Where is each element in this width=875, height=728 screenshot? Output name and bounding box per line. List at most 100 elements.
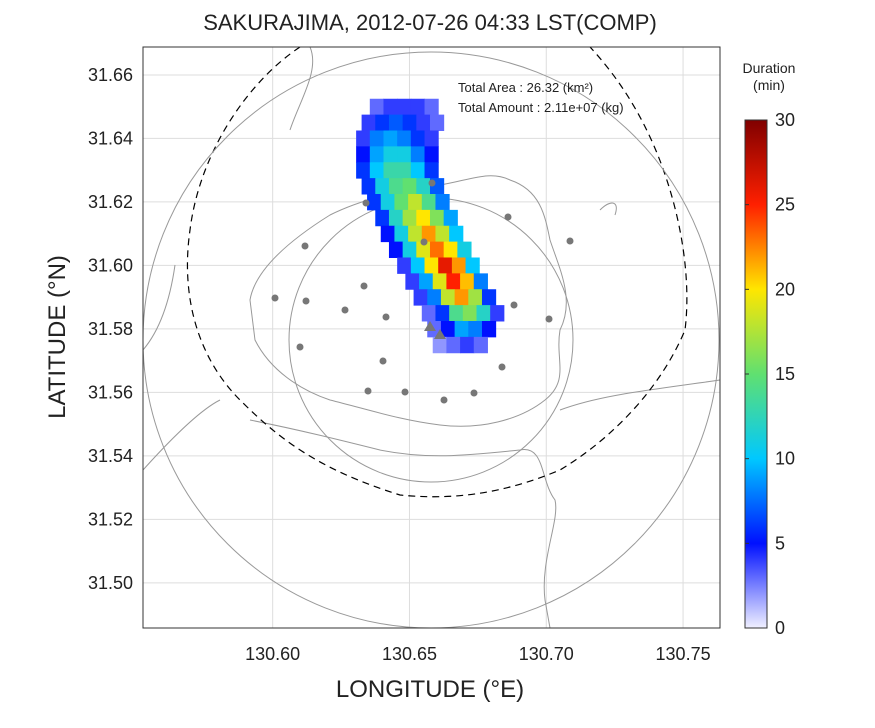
cell [388,178,404,195]
cell [402,114,417,131]
station [566,237,574,245]
cell [410,98,426,116]
cell [481,320,497,338]
cell [375,114,390,131]
cell [476,305,491,322]
cell [424,130,439,147]
cell [449,225,464,243]
cell [367,193,382,211]
station [296,343,304,351]
cell [421,305,436,322]
station [401,388,409,396]
cell [432,336,447,354]
cell [361,114,376,131]
station [428,179,436,187]
cell [394,225,409,243]
cell [416,241,431,258]
cell [462,305,478,322]
cell [443,209,458,227]
colorbar-tick-label: 20 [775,279,795,299]
cell [473,273,488,290]
colorbar: 0 5 10 15 20 25 30 Duration(min) [743,60,796,638]
colorbar-tick-label: 5 [775,533,785,553]
cell [416,114,431,131]
cell [397,162,412,179]
cell [460,336,475,354]
station [341,306,349,314]
cell [405,273,420,290]
cell [356,162,371,179]
cell [383,146,398,163]
cell [457,241,472,258]
station [379,357,387,365]
station [382,313,390,321]
y-tick-label: 31.56 [88,382,133,402]
station [545,315,553,323]
cell [438,257,453,274]
y-tick-label: 31.50 [88,573,133,593]
cell [397,146,412,163]
cell [397,257,412,274]
cell [402,178,417,195]
chart-title: SAKURAJIMA, 2012-07-26 04:33 LST(COMP) [203,10,657,35]
cell [416,209,431,227]
cell [402,209,417,227]
cell [356,130,371,147]
plot-frame [142,46,721,629]
colorbar-title: (min) [753,77,785,93]
cell [397,130,412,147]
coastline-mainland [143,399,557,628]
cell [375,178,390,195]
station [510,301,518,309]
cell [419,273,434,290]
vent [424,321,436,331]
y-axis-label: LATITUDE (°N) [44,255,71,419]
cell [380,193,395,211]
cell [435,225,450,243]
station [440,396,448,404]
x-axis-label: LONGITUDE (°E) [336,676,524,703]
cell [383,98,398,116]
cell [490,305,505,322]
cell [451,257,467,274]
y-tick-label: 31.52 [88,509,133,529]
colorbar-tick-label: 10 [775,449,795,469]
cell [388,114,404,131]
cell [397,98,412,116]
cell [413,289,428,306]
range-circle [143,51,720,628]
cell [435,193,450,211]
cell [443,241,458,258]
cell [446,336,461,354]
cell [356,146,371,163]
y-tick-label: 31.60 [88,255,133,275]
cell [388,241,404,258]
station [271,294,279,302]
boundary-dashed [186,47,688,498]
colorbar-tick-label: 30 [775,110,795,130]
cell [432,273,447,290]
y-tick-label: 31.62 [88,192,133,212]
map-layer: Total Area : 26.32 (km²) Total Amount : … [143,47,720,628]
cell [408,193,423,211]
cell [460,273,475,290]
y-tick-label: 31.58 [88,319,133,339]
colorbar-tick-label: 0 [775,618,785,638]
x-tick-label: 130.70 [519,644,574,664]
colorbar-tick-label: 25 [775,195,795,215]
cell [375,209,390,227]
cell [429,241,445,258]
cell [429,209,445,227]
cell [369,162,384,179]
y-tick-label: 31.64 [88,128,133,148]
cell [408,225,423,243]
cell [410,257,426,274]
coastline-mainland [143,47,720,411]
cell [465,257,480,274]
station [498,363,506,371]
station [504,213,512,221]
cell [383,162,398,179]
cell [446,273,461,290]
station [302,297,310,305]
cell [424,146,439,163]
